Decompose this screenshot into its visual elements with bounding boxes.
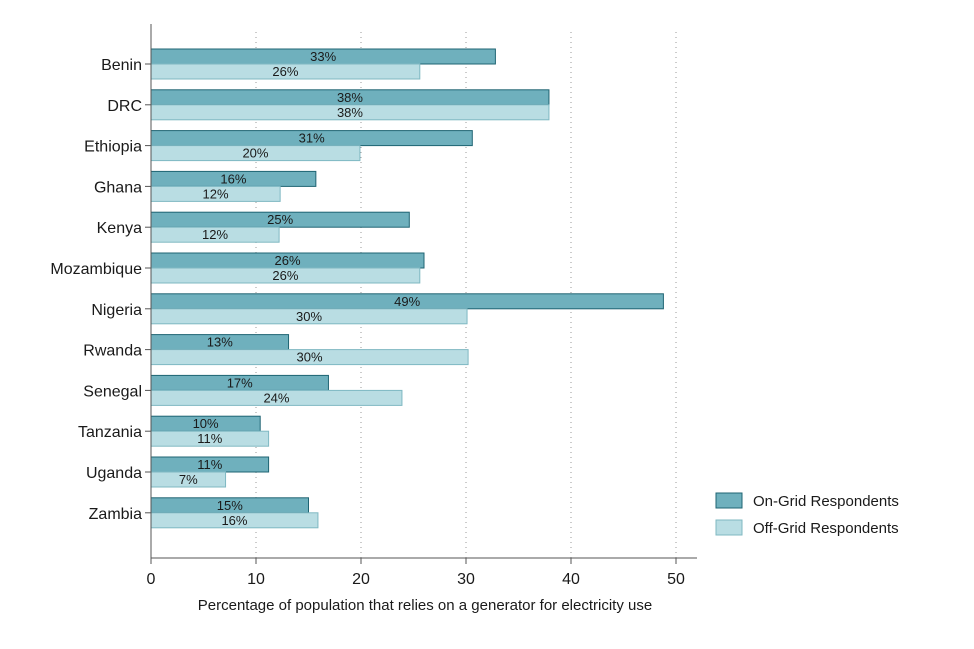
on-grid-bar-label: 16% — [220, 171, 246, 186]
legend-label-on-grid: On-Grid Respondents — [753, 493, 899, 510]
legend-swatch-on-grid — [715, 492, 743, 509]
legend-label-off-grid: Off-Grid Respondents — [753, 520, 899, 537]
category-label: Mozambique — [50, 261, 142, 278]
off-grid-bar-label: 24% — [263, 390, 289, 405]
off-grid-bar-label: 11% — [197, 431, 222, 446]
x-tick-label: 10 — [247, 571, 265, 588]
off-grid-bar-label: 26% — [272, 268, 298, 283]
category-label: Zambia — [89, 506, 142, 523]
category-label: Nigeria — [91, 302, 142, 319]
bar-group: 33%26%38%38%31%20%16%12%25%12%26%26%49%3… — [150, 48, 664, 529]
off-grid-bar-label: 30% — [296, 309, 322, 324]
category-label: Rwanda — [83, 343, 142, 360]
legend-swatch-off-grid — [715, 519, 743, 536]
category-label: Senegal — [83, 383, 142, 400]
on-grid-bar-label: 38% — [337, 90, 363, 105]
category-label: DRC — [107, 98, 142, 115]
off-grid-bar-label: 26% — [272, 64, 298, 79]
off-grid-bar-label: 12% — [202, 227, 228, 242]
off-grid-bar-label: 16% — [221, 513, 247, 528]
category-label: Ghana — [94, 179, 142, 196]
on-grid-bar-label: 33% — [310, 49, 336, 64]
on-grid-bar-label: 26% — [274, 253, 300, 268]
category-labels: Benin DRC Ethiopia Ghana Kenya Mozambique Nige… — [50, 57, 151, 523]
on-grid-bar-label: 17% — [227, 375, 253, 390]
x-tick-label: 0 — [147, 571, 156, 588]
on-grid-bar-label: 15% — [217, 498, 243, 513]
on-grid-bar-label: 25% — [267, 212, 293, 227]
category-label: Benin — [101, 57, 142, 74]
on-grid-bar-label: 49% — [394, 294, 420, 309]
off-grid-bar-label: 7% — [179, 472, 198, 487]
category-label: Uganda — [86, 465, 142, 482]
category-label: Kenya — [97, 220, 142, 237]
category-label: Tanzania — [78, 424, 142, 441]
on-grid-bar-label: 13% — [207, 335, 233, 350]
off-grid-bar-label: 20% — [242, 146, 268, 161]
off-grid-bar-label: 30% — [297, 350, 323, 365]
legend: On-Grid Respondents Off-Grid Respondents — [715, 492, 899, 537]
x-tick-label: 30 — [457, 571, 475, 588]
axes — [150, 24, 697, 559]
x-ticks: 0 10 20 30 40 50 — [147, 558, 685, 588]
off-grid-bar-label: 12% — [203, 186, 229, 201]
on-grid-bar-label: 31% — [299, 131, 325, 146]
x-tick-label: 20 — [352, 571, 370, 588]
x-axis-title: Percentage of population that relies on … — [198, 597, 652, 614]
on-grid-bar-label: 10% — [193, 416, 219, 431]
x-tick-label: 40 — [562, 571, 580, 588]
on-grid-bar-label: 11% — [197, 457, 222, 472]
off-grid-bar-label: 38% — [337, 105, 363, 120]
x-tick-label: 50 — [667, 571, 685, 588]
category-label: Ethiopia — [84, 139, 142, 156]
